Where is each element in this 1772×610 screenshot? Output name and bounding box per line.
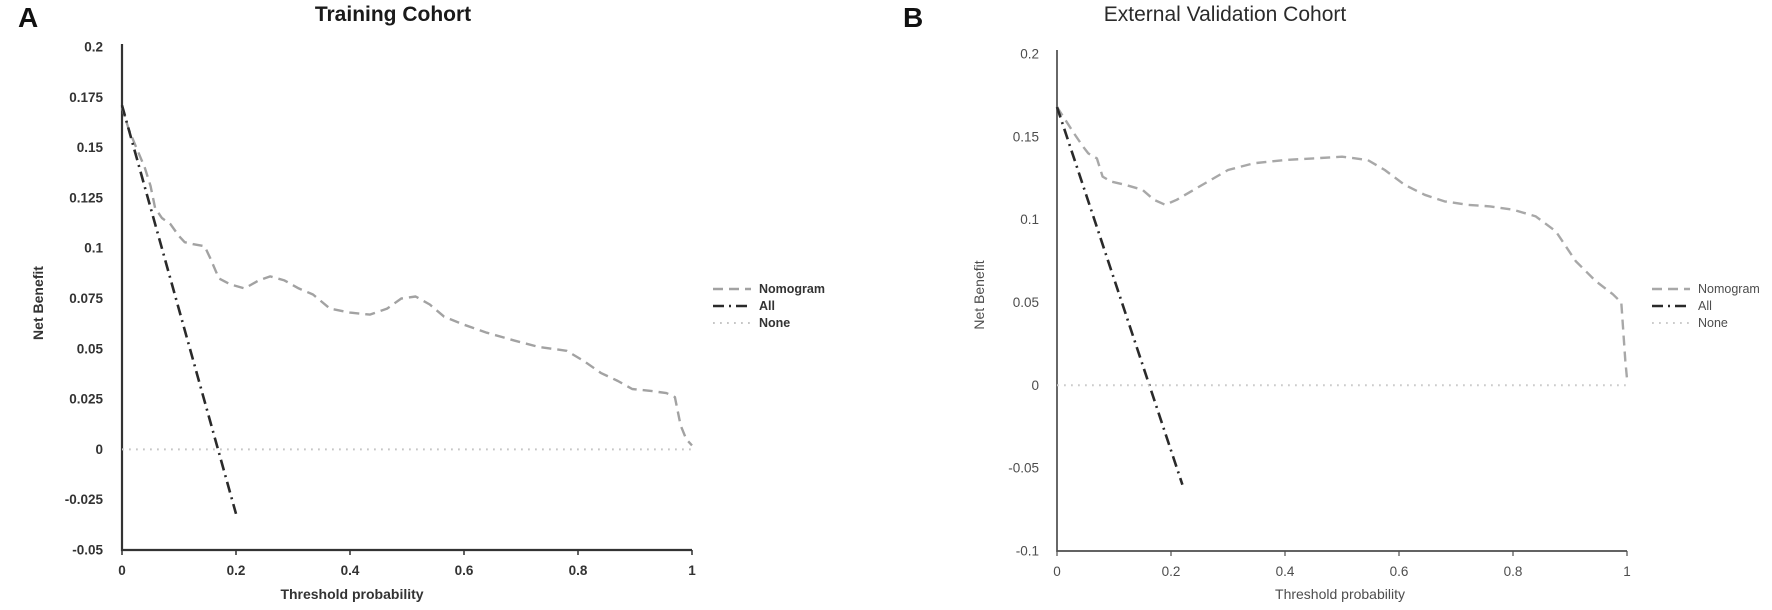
y-tick-label: 0.15 <box>77 140 104 155</box>
x-tick-label: 0.6 <box>1390 564 1409 579</box>
x-tick-label: 0.4 <box>341 563 360 578</box>
chart-title-b: External Validation Cohort <box>1103 3 1347 26</box>
nomogram-dashed-line-icon <box>711 282 753 296</box>
legend-key-line <box>713 322 751 324</box>
legend-a: Nomogram All None <box>711 281 825 331</box>
plot-area-b: 0 0.2 0.4 0.6 0.8 1 0.2 0.15 0.1 0.05 0 -0.05 -0.1 <box>1008 47 1631 580</box>
legend-item-none: None <box>711 315 825 331</box>
y-tick-label: 0.2 <box>84 40 103 55</box>
legend-key-line <box>713 287 751 291</box>
y-tick-label: -0.025 <box>65 492 104 507</box>
x-tick-label: 0.2 <box>227 563 246 578</box>
y-tick-label: -0.05 <box>72 543 103 558</box>
x-tick-label: 0.8 <box>1504 564 1523 579</box>
x-tick-label: 1 <box>1623 564 1631 579</box>
y-tick-label: 0.2 <box>1020 47 1039 62</box>
panel-label-a: A <box>18 2 39 33</box>
x-tick-label: 0.4 <box>1276 564 1295 579</box>
y-tick-label: 0.175 <box>69 90 103 105</box>
y-tick-label: 0.125 <box>69 190 103 205</box>
all-dashdot-line-icon <box>711 299 753 313</box>
legend-item-all: All <box>1650 298 1760 314</box>
axis-lines <box>120 44 692 552</box>
legend-label: All <box>1698 299 1712 313</box>
x-tick-label: 1 <box>688 563 696 578</box>
legend-item-all: All <box>711 298 825 314</box>
legend-key-line <box>1652 287 1690 291</box>
x-axis-label-b: Threshold probability <box>1275 586 1405 602</box>
legend-label: Nomogram <box>759 282 825 296</box>
none-dotted-line-icon <box>711 316 753 330</box>
legend-key-line <box>1652 322 1690 324</box>
x-axis-label-a: Threshold probability <box>280 586 424 602</box>
curve-nomogram <box>1055 106 1629 379</box>
chart-title-a: Training Cohort <box>314 3 472 26</box>
legend-item-none: None <box>1650 315 1760 331</box>
legend-label: None <box>759 316 791 330</box>
legend-label: None <box>1698 316 1728 330</box>
x-tick-label: 0.2 <box>1162 564 1181 579</box>
curve-all <box>1055 106 1184 486</box>
legend-item-nomogram: Nomogram <box>1650 281 1760 297</box>
x-tick-label: 0.6 <box>455 563 474 578</box>
all-dashdot-line-icon <box>1650 299 1692 313</box>
y-tick-label: 0.075 <box>69 291 103 306</box>
x-tick-label: 0 <box>118 563 126 578</box>
y-tick-label: -0.05 <box>1008 461 1039 476</box>
plot-area-a: 0 0.2 0.4 0.6 0.8 1 0.2 0.175 0.15 0.125 0.1 0.075 0… <box>65 40 697 579</box>
legend-item-nomogram: Nomogram <box>711 281 825 297</box>
curve-all <box>120 104 238 515</box>
legend-key-line <box>1652 304 1690 308</box>
axis-lines <box>1056 50 1627 552</box>
legend-key-line <box>713 304 751 308</box>
curve-nomogram <box>120 107 693 447</box>
legend-label: All <box>759 299 775 313</box>
x-tick-label: 0.8 <box>569 563 588 578</box>
legend-b: Nomogram All None <box>1650 281 1760 331</box>
y-tick-label: 0.05 <box>77 341 104 356</box>
y-tick-label: 0.1 <box>84 241 103 256</box>
none-dotted-line-icon <box>1650 316 1692 330</box>
y-tick-label: 0.05 <box>1013 295 1039 310</box>
x-tick-label: 0 <box>1053 564 1061 579</box>
legend-label: Nomogram <box>1698 282 1760 296</box>
y-tick-label: 0.15 <box>1013 129 1039 144</box>
y-tick-label: 0 <box>1031 378 1039 393</box>
y-tick-label: 0.025 <box>69 392 103 407</box>
y-tick-label: 0 <box>95 442 103 457</box>
y-tick-label: 0.1 <box>1020 212 1039 227</box>
panel-label-b: B <box>903 2 924 33</box>
y-tick-label: -0.1 <box>1016 544 1039 559</box>
nomogram-dashed-line-icon <box>1650 282 1692 296</box>
